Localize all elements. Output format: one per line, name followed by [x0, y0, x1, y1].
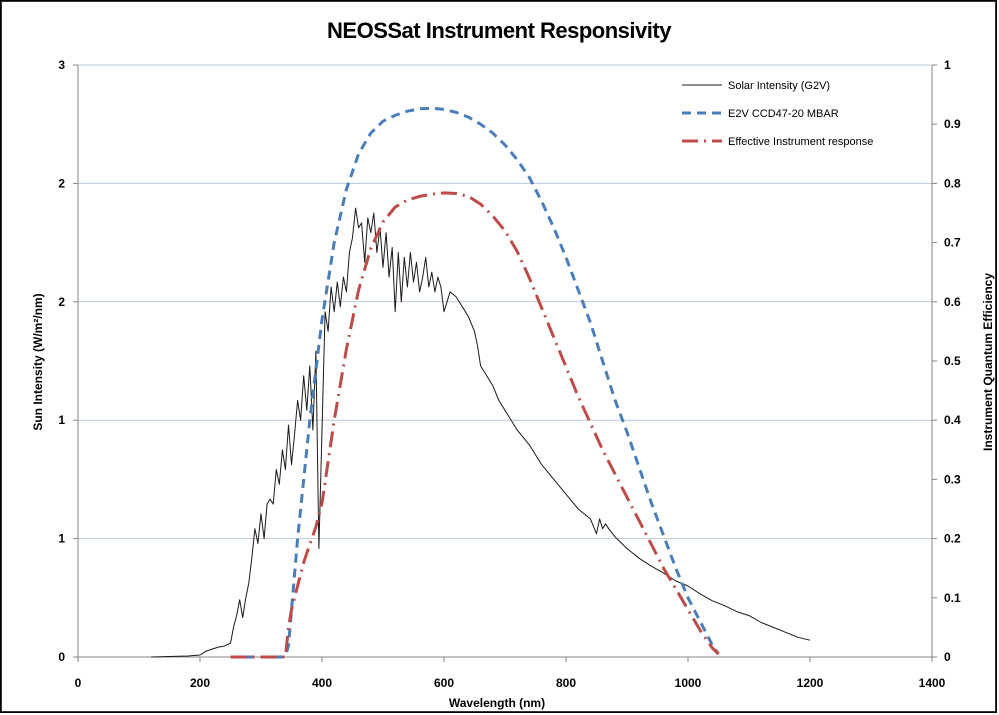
series-effective-response	[230, 191, 720, 659]
legend-label-ccd: E2V CCD47-20 MBAR	[728, 108, 839, 120]
gridlines	[78, 64, 932, 540]
y2-tick-label: 0.4	[944, 413, 961, 427]
y2-tick-label: 0.3	[944, 472, 961, 486]
y-tick-label: 3	[58, 58, 65, 72]
x-tick-label: 1200	[797, 676, 824, 690]
y2-tick-label: 0.7	[944, 236, 961, 250]
series-solar-intensity	[151, 207, 811, 658]
y2-tick-label: 0.5	[944, 354, 961, 368]
legend-label-effective: Effective Instrument response	[728, 136, 873, 148]
y-tick-label: 0	[58, 650, 65, 664]
y2-axis-label: Instrument Quantum Efficiency	[981, 273, 995, 451]
y2-tick-label: 0.1	[944, 591, 961, 605]
y2-tick-label: 0	[944, 650, 951, 664]
y-axis-label: Sun Intensity (W/m²/nm)	[31, 293, 45, 430]
y-tick-label: 1	[58, 532, 65, 546]
x-tick-label: 200	[190, 676, 210, 690]
y-tick-label: 1	[58, 413, 65, 427]
legend-label-solar: Solar Intensity (G2V)	[728, 80, 830, 92]
x-tick-label: 400	[312, 676, 332, 690]
axes	[77, 65, 933, 658]
x-tick-label: 0	[75, 676, 82, 690]
left-axis-ticks: 0 1 1 2 2 3	[58, 58, 78, 664]
y2-tick-label: 0.6	[944, 295, 961, 309]
right-axis-ticks: 0 0.1 0.2 0.3 0.4 0.5 0.6 0.7 0.8 0.9 1	[932, 58, 961, 664]
chart-title: NEOSSat Instrument Responsivity	[327, 18, 672, 43]
y2-tick-label: 0.8	[944, 176, 961, 190]
x-tick-label: 800	[556, 676, 576, 690]
y-tick-label: 2	[58, 295, 65, 309]
x-axis-ticks: 0 200 400 600 800 1000 1200 1400	[75, 657, 946, 690]
x-tick-label: 600	[434, 676, 454, 690]
y2-tick-label: 0.2	[944, 532, 961, 546]
y-tick-label: 2	[58, 176, 65, 190]
legend: Solar Intensity (G2V) E2V CCD47-20 MBAR …	[682, 80, 873, 148]
x-tick-label: 1000	[675, 676, 702, 690]
y2-tick-label: 1	[944, 58, 951, 72]
series-ccd-qe	[230, 106, 720, 659]
y2-tick-label: 0.9	[944, 117, 961, 131]
x-axis-label: Wavelength (nm)	[449, 696, 545, 710]
series-lines	[151, 106, 811, 659]
x-tick-label: 1400	[919, 676, 946, 690]
